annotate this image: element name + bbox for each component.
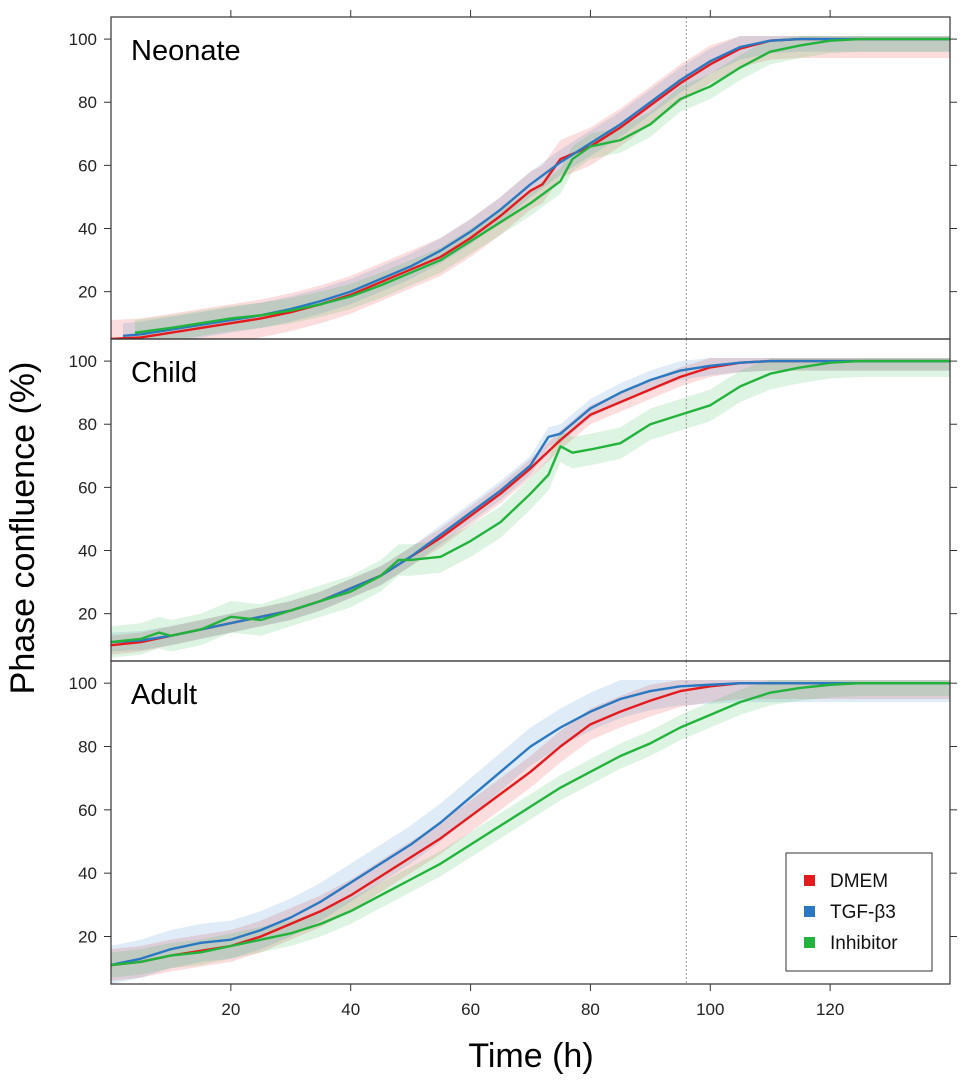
panel-frame: [110, 660, 951, 985]
x-tick-label: 80: [581, 1000, 600, 1019]
legend-swatch: [804, 906, 815, 917]
chart-panels: 20 40 60 80 100 Neonate 20 40 60 80 100 Child 20 40 60…: [69, 10, 957, 1019]
y-tick-label: 100: [69, 674, 97, 693]
x-tick-label: 60: [461, 1000, 480, 1019]
panel-label: Child: [131, 357, 197, 389]
legend: DMEM TGF-β3 Inhibitor: [785, 852, 933, 972]
x-tick-label: 20: [221, 1000, 240, 1019]
confidence-band-tgf3: [111, 357, 950, 652]
series-line-tgf3: [111, 681, 950, 967]
panel-label: Neonate: [131, 35, 241, 67]
series-line-tgf3: [111, 359, 950, 644]
y-tick-label: 20: [78, 928, 97, 947]
confidence-band-inhibitor: [111, 357, 950, 658]
y-tick-label: 40: [78, 220, 97, 239]
series-line-tgf3: [122, 37, 950, 338]
legend-label: DMEM: [830, 871, 888, 892]
confidence-band-inhibitor: [111, 680, 950, 978]
confidence-band-tgf3: [111, 680, 950, 984]
x-axis-label: Time (h): [468, 1037, 593, 1075]
confidence-band-dmem: [111, 357, 950, 655]
series-line-inhibitor: [111, 359, 950, 644]
x-tick-label: 40: [341, 1000, 360, 1019]
panel-child: 20 40 60 80 100 Child: [69, 338, 957, 662]
confidence-band-dmem: [111, 35, 950, 339]
panel-adult: 20 40 60 80 100 20 40 60 80 100 120 Adult: [69, 660, 957, 1019]
x-tick-label: 100: [696, 1000, 724, 1019]
panel-neonate: 20 40 60 80 100 Neonate: [69, 10, 957, 340]
legend-label: Inhibitor: [830, 933, 898, 954]
y-tick-label: 40: [78, 864, 97, 883]
confidence-band-inhibitor: [134, 35, 950, 339]
y-tick-label: 40: [78, 542, 97, 561]
series-line-inhibitor: [111, 681, 950, 967]
confidence-band-dmem: [111, 680, 950, 981]
x-tick-label: 120: [816, 1000, 844, 1019]
y-tick-label: 80: [78, 415, 97, 434]
series-line-inhibitor: [134, 37, 950, 334]
y-tick-label: 100: [69, 30, 97, 49]
y-tick-label: 60: [78, 801, 97, 820]
y-tick-label: 20: [78, 283, 97, 302]
y-tick-label: 80: [78, 738, 97, 757]
y-tick-label: 60: [78, 156, 97, 175]
series-line-dmem: [111, 37, 950, 339]
legend-label: TGF-β3: [830, 902, 896, 923]
y-tick-label: 100: [69, 352, 97, 371]
y-tick-label: 20: [78, 605, 97, 624]
y-tick-label: 80: [78, 93, 97, 112]
panel-label: Adult: [131, 679, 197, 711]
legend-swatch: [804, 875, 815, 886]
y-axis-label: Phase confluence (%): [4, 362, 42, 695]
y-tick-label: 60: [78, 478, 97, 497]
legend-swatch: [804, 937, 815, 948]
